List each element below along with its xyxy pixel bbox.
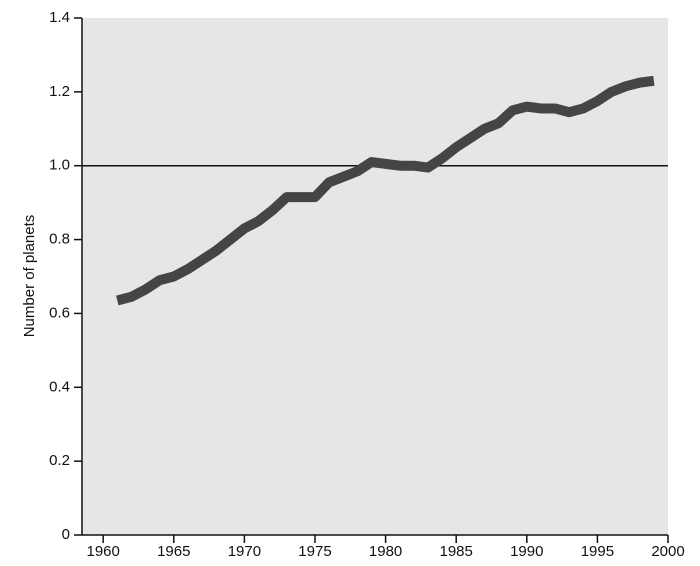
x-tick-label: 1980 bbox=[369, 543, 402, 560]
x-tick-label: 1995 bbox=[581, 543, 614, 560]
y-axis-label: Number of planets bbox=[21, 215, 38, 338]
y-tick-label: 0 bbox=[62, 526, 70, 543]
x-tick-label: 1970 bbox=[228, 543, 261, 560]
x-tick-label: 1965 bbox=[157, 543, 190, 560]
y-tick-label: 0.2 bbox=[49, 452, 70, 469]
y-tick-label: 0.6 bbox=[49, 304, 70, 321]
y-tick-label: 0.4 bbox=[49, 378, 70, 395]
x-tick-label: 1990 bbox=[510, 543, 543, 560]
x-tick-label: 1975 bbox=[298, 543, 331, 560]
y-tick-label: 1.4 bbox=[49, 9, 70, 26]
x-tick-label: 2000 bbox=[651, 543, 684, 560]
y-tick-label: 1.2 bbox=[49, 83, 70, 100]
x-tick-label: 1985 bbox=[440, 543, 473, 560]
y-tick-label: 1.0 bbox=[49, 157, 70, 174]
y-tick-label: 0.8 bbox=[49, 231, 70, 248]
x-tick-label: 1960 bbox=[86, 543, 119, 560]
data-line bbox=[116, 75, 655, 306]
